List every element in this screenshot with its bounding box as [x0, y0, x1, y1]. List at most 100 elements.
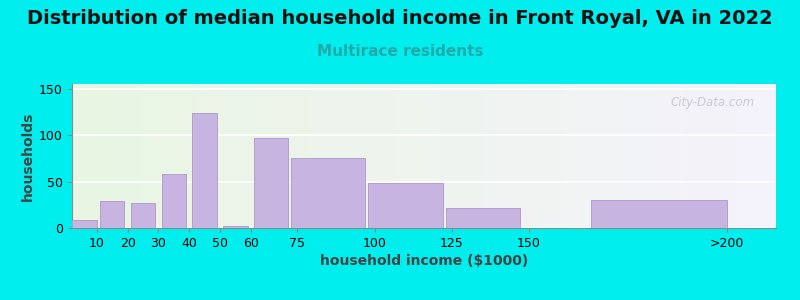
Bar	[385, 84, 388, 228]
Bar	[110, 84, 114, 228]
Bar	[503, 84, 506, 228]
Bar	[154, 84, 158, 228]
Bar	[188, 84, 192, 228]
Bar	[788, 84, 792, 228]
Text: City-Data.com: City-Data.com	[670, 95, 755, 109]
Bar	[581, 84, 585, 228]
Bar	[170, 84, 174, 228]
Bar	[510, 84, 514, 228]
Bar	[492, 84, 496, 228]
Bar	[677, 84, 681, 228]
Bar	[685, 84, 688, 228]
Bar	[696, 84, 699, 228]
Bar	[744, 84, 747, 228]
Bar	[755, 84, 758, 228]
Bar	[688, 84, 692, 228]
Bar	[277, 84, 281, 228]
Bar	[718, 84, 722, 228]
Bar	[299, 84, 303, 228]
Bar	[633, 84, 637, 228]
Bar	[692, 84, 696, 228]
Bar	[574, 84, 577, 228]
Bar	[399, 84, 403, 228]
Bar	[210, 84, 214, 228]
Bar	[458, 84, 462, 228]
Bar	[733, 84, 737, 228]
Bar	[106, 84, 110, 228]
Bar	[262, 84, 266, 228]
Bar	[455, 84, 458, 228]
Bar	[370, 84, 374, 228]
Bar	[336, 84, 340, 228]
Bar	[751, 84, 755, 228]
Bar	[218, 84, 222, 228]
Bar	[295, 84, 299, 228]
Bar	[414, 84, 418, 228]
Bar	[366, 84, 370, 228]
Bar	[347, 84, 351, 228]
Bar	[770, 84, 774, 228]
Bar	[306, 84, 310, 228]
Bar	[658, 84, 662, 228]
Bar	[329, 84, 333, 228]
Bar	[84, 84, 88, 228]
Bar	[666, 84, 670, 228]
Bar	[577, 84, 581, 228]
Bar	[451, 84, 455, 228]
Bar	[92, 84, 95, 228]
Bar	[147, 84, 151, 228]
Bar	[174, 84, 177, 228]
Bar	[229, 84, 233, 228]
Bar	[100, 201, 125, 228]
Bar	[240, 84, 244, 228]
Bar	[436, 84, 440, 228]
Bar	[466, 84, 470, 228]
Bar	[544, 84, 547, 228]
Bar	[258, 84, 262, 228]
Bar	[522, 84, 526, 228]
Bar	[674, 84, 677, 228]
Bar	[254, 84, 258, 228]
Bar	[406, 84, 410, 228]
Bar	[588, 84, 592, 228]
Bar	[785, 84, 788, 228]
Bar	[136, 84, 140, 228]
Bar	[199, 84, 203, 228]
Bar	[344, 84, 347, 228]
Bar	[303, 84, 306, 228]
Bar	[144, 84, 147, 228]
Bar	[184, 84, 188, 228]
Bar	[622, 84, 626, 228]
Bar	[166, 84, 170, 228]
Bar	[778, 84, 781, 228]
Bar	[77, 84, 81, 228]
Bar	[66, 84, 70, 228]
Bar	[129, 84, 133, 228]
Bar	[214, 84, 218, 228]
Bar	[70, 84, 74, 228]
Bar	[88, 84, 92, 228]
Bar	[369, 183, 442, 228]
Bar	[322, 84, 325, 228]
Bar	[796, 84, 799, 228]
Bar	[606, 84, 610, 228]
Bar	[288, 84, 292, 228]
Bar	[514, 84, 518, 228]
Bar	[714, 84, 718, 228]
Bar	[681, 84, 685, 228]
Bar	[162, 84, 166, 228]
Bar	[610, 84, 614, 228]
Bar	[499, 84, 503, 228]
Bar	[244, 84, 247, 228]
Bar	[158, 84, 162, 228]
Bar	[233, 84, 236, 228]
Bar	[547, 84, 551, 228]
Bar	[74, 84, 77, 228]
Bar	[662, 84, 666, 228]
Bar	[333, 84, 336, 228]
Bar	[122, 84, 125, 228]
Bar	[292, 84, 295, 228]
Bar	[626, 84, 629, 228]
Bar	[474, 84, 477, 228]
Bar	[247, 84, 251, 228]
